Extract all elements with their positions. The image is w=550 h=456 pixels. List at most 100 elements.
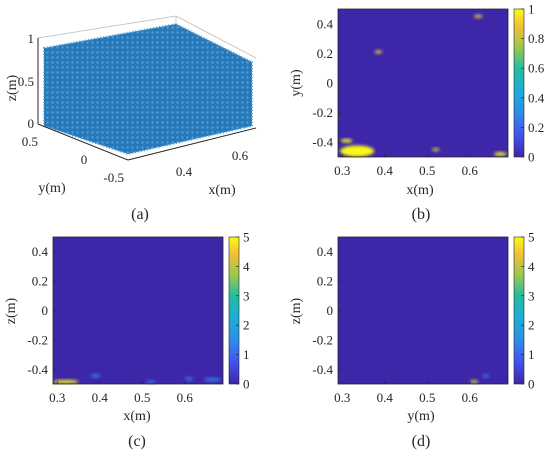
3d-y-tick: 0.5 bbox=[22, 134, 38, 149]
heatmap-hotspots bbox=[469, 374, 489, 384]
heatmap-hotspots bbox=[53, 374, 221, 384]
heatmap-hotspot bbox=[53, 380, 79, 384]
colorbar-tick-label: 3 bbox=[243, 288, 250, 303]
y-axis-ticks: 0.4 0.2 0 -0.2 -0.4 bbox=[27, 244, 56, 377]
heatmap-hotspot bbox=[493, 152, 507, 156]
colorbar-tick-label: 1 bbox=[528, 347, 535, 362]
colorbar-tick-label: 0.2 bbox=[528, 120, 544, 135]
x-tick-label: 0.6 bbox=[462, 163, 479, 178]
3d-y-tick: 0 bbox=[81, 152, 88, 167]
3d-x-axis-label: x(m) bbox=[208, 183, 236, 198]
colorbar-tick-label: 0 bbox=[243, 377, 250, 392]
3d-z-tick: 0.5 bbox=[18, 74, 34, 89]
y-tick-label: 0.2 bbox=[32, 274, 48, 289]
x-axis-ticks: 0.3 0.4 0.5 0.6 bbox=[334, 154, 478, 178]
subplot-d: 0.4 0.2 0 -0.2 -0.4 0.3 0.4 0.5 0.6 z(m) y(m) 5… bbox=[289, 230, 535, 451]
heatmap-hotspot bbox=[482, 374, 489, 378]
3d-x-tick: 0.4 bbox=[176, 164, 193, 179]
x-tick-label: 0.4 bbox=[377, 390, 394, 405]
subplot-caption: (a) bbox=[131, 206, 149, 223]
y-tick-label: -0.4 bbox=[27, 362, 48, 377]
colorbar-ticks: 5 4 3 2 1 0 bbox=[521, 230, 535, 392]
y-tick-label: 0 bbox=[327, 303, 334, 318]
x-tick-label: 0.3 bbox=[334, 163, 350, 178]
y-axis-ticks: 0.4 0.2 0 -0.2 -0.4 bbox=[312, 16, 341, 150]
y-tick-label: -0.2 bbox=[312, 105, 333, 120]
heatmap-hotspot bbox=[340, 138, 353, 143]
colorbar-tick-label: 5 bbox=[528, 230, 535, 245]
colorbar-tick-label: 0.4 bbox=[528, 90, 545, 105]
y-tick-label: 0.4 bbox=[317, 16, 334, 31]
3d-x-tick: 0.6 bbox=[232, 148, 249, 163]
subplot-c: 0.4 0.2 0 -0.2 -0.4 0.3 0.4 0.5 0.6 z(m) x(m) 5… bbox=[4, 230, 250, 451]
colorbar-tick-label: 5 bbox=[243, 230, 250, 245]
3d-scatter-cloud bbox=[43, 22, 253, 156]
x-tick-label: 0.6 bbox=[462, 390, 479, 405]
3d-z-tick: 1 bbox=[28, 31, 35, 46]
colorbar-ticks: 5 4 3 2 1 0 bbox=[236, 230, 250, 392]
y-axis-label: y(m) bbox=[289, 69, 304, 97]
colorbar-tick-label: 0.8 bbox=[528, 31, 544, 46]
subplot-caption: (d) bbox=[412, 433, 431, 450]
y-tick-label: 0 bbox=[327, 76, 334, 91]
heatmap-background bbox=[338, 9, 508, 157]
colorbar bbox=[513, 8, 525, 158]
x-tick-label: 0.5 bbox=[134, 390, 150, 405]
colorbar-tick-label: 4 bbox=[528, 259, 535, 274]
x-tick-label: 0.4 bbox=[92, 390, 109, 405]
x-tick-label: 0.3 bbox=[334, 390, 350, 405]
subplot-a: 1 0.5 0 z(m) 0.5 0 -0.5 y(m) 0.4 0.6 x(m… bbox=[5, 15, 257, 223]
heatmap-hotspot bbox=[145, 380, 156, 384]
y-tick-label: 0.2 bbox=[317, 274, 333, 289]
y-tick-label: -0.2 bbox=[312, 332, 333, 347]
y-axis-ticks: 0.4 0.2 0 -0.2 -0.4 bbox=[312, 244, 341, 377]
y-tick-label: 0.2 bbox=[317, 46, 333, 61]
y-tick-label: -0.4 bbox=[312, 362, 333, 377]
colorbar-tick-label: 1 bbox=[243, 347, 250, 362]
colorbar-tick-label: 2 bbox=[243, 318, 250, 333]
3d-axes-front bbox=[37, 38, 257, 161]
colorbar-tick-label: 0 bbox=[528, 150, 535, 165]
heatmap-background bbox=[53, 237, 223, 384]
heatmap-hotspot bbox=[90, 374, 101, 378]
heatmap-hotspot bbox=[474, 14, 483, 19]
3d-y-axis-label: y(m) bbox=[38, 181, 66, 196]
colorbar-tick-label: 1 bbox=[528, 2, 535, 17]
heatmap-hotspot bbox=[340, 145, 375, 157]
subplot-b: 0.4 0.2 0 -0.2 -0.4 0.3 0.4 0.5 0.6 y(m) x(m) 1… bbox=[289, 2, 545, 224]
heatmap-hotspot bbox=[203, 377, 221, 382]
y-axis-label: z(m) bbox=[4, 297, 19, 324]
y-tick-label: 0 bbox=[42, 303, 49, 318]
colorbar-tick-label: 3 bbox=[528, 288, 535, 303]
x-axis-label: x(m) bbox=[123, 409, 151, 424]
heatmap-hotspot bbox=[431, 147, 440, 152]
colorbar bbox=[228, 236, 240, 385]
x-tick-label: 0.5 bbox=[419, 163, 435, 178]
x-tick-label: 0.6 bbox=[177, 390, 194, 405]
heatmap-hotspots bbox=[340, 14, 507, 157]
y-axis-label: z(m) bbox=[289, 297, 304, 324]
x-tick-label: 0.3 bbox=[49, 390, 65, 405]
x-axis-ticks: 0.3 0.4 0.5 0.6 bbox=[49, 381, 193, 405]
3d-z-axis-label: z(m) bbox=[5, 74, 20, 101]
3d-z-tick: 0 bbox=[28, 116, 35, 131]
y-tick-label: -0.4 bbox=[312, 135, 333, 150]
colorbar-tick-label: 4 bbox=[243, 259, 250, 274]
x-axis-ticks: 0.3 0.4 0.5 0.6 bbox=[334, 381, 478, 405]
heatmap-hotspot bbox=[469, 380, 479, 384]
colorbar-tick-label: 0.6 bbox=[528, 61, 545, 76]
x-tick-label: 0.4 bbox=[377, 163, 394, 178]
y-tick-label: 0.4 bbox=[317, 244, 334, 259]
y-tick-label: -0.2 bbox=[27, 332, 48, 347]
y-tick-label: 0.4 bbox=[32, 244, 49, 259]
x-tick-label: 0.5 bbox=[419, 390, 435, 405]
colorbar-ticks: 1 0.8 0.6 0.4 0.2 0 bbox=[521, 2, 545, 165]
3d-y-tick: -0.5 bbox=[103, 170, 124, 185]
heatmap-hotspot bbox=[184, 377, 194, 381]
colorbar-tick-label: 0 bbox=[528, 377, 535, 392]
colorbar-tick-label: 2 bbox=[528, 318, 535, 333]
subplot-caption: (b) bbox=[412, 206, 431, 223]
subplot-caption: (c) bbox=[128, 433, 146, 450]
x-axis-label: y(m) bbox=[407, 409, 435, 424]
